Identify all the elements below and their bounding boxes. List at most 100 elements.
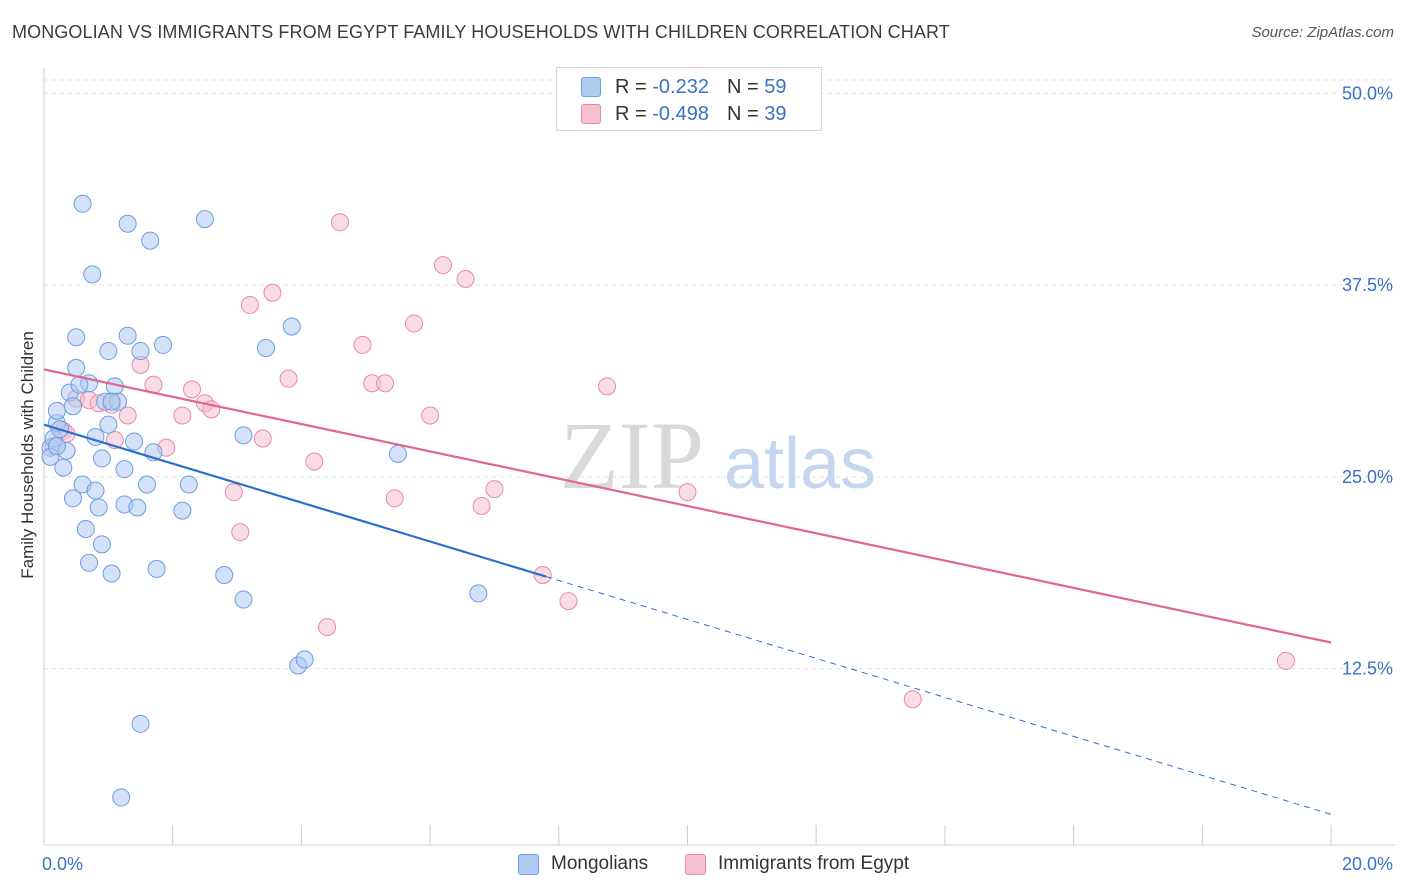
bottom-legend-mongolians: Mongolians <box>518 852 648 876</box>
bottom-legend-egypt: Immigrants from Egypt <box>685 852 909 876</box>
mongolian-point <box>131 342 150 361</box>
egypt-point <box>353 335 372 354</box>
mongolian-point <box>83 265 102 284</box>
mongolian-point <box>54 458 73 477</box>
mongolian-point <box>76 519 95 538</box>
y-tick-label: 50.0% <box>1342 83 1393 103</box>
y-tick-label: 12.5% <box>1342 659 1393 679</box>
legend-r-label: R = <box>615 75 647 98</box>
mongolian-trend-extension <box>545 576 1332 815</box>
egypt-point <box>224 483 243 502</box>
legend-r-label: R = <box>615 102 647 125</box>
mongolian-point <box>92 535 111 554</box>
legend-n-label: N = <box>726 75 759 98</box>
egypt-point <box>183 380 202 399</box>
bottom-legend-swatch-mongolians <box>518 853 539 875</box>
egypt-point <box>305 452 324 471</box>
mongolian-point <box>469 584 488 603</box>
egypt-point <box>456 269 475 288</box>
chart-title: MONGOLIAN VS IMMIGRANTS FROM EGYPT FAMIL… <box>12 22 950 42</box>
mongolian-point <box>99 415 118 434</box>
mongolian-point <box>282 317 301 336</box>
egypt-point <box>173 406 192 425</box>
egypt-point <box>903 690 922 709</box>
mongolian-point <box>234 590 253 609</box>
egypt-point <box>421 406 440 425</box>
gridlines <box>44 79 1395 670</box>
mongolian-point <box>112 788 131 807</box>
mongolian-point <box>295 650 314 669</box>
bottom-legend-label-egypt: Immigrants from Egypt <box>718 853 910 874</box>
watermark-atlas: atlas <box>724 424 876 504</box>
egypt-trend-line <box>43 368 1332 644</box>
mongolian-point <box>179 475 198 494</box>
mongolian-point <box>234 426 253 445</box>
mongolian-point <box>388 444 407 463</box>
trend-lines <box>43 368 1332 815</box>
mongolian-point <box>67 328 86 347</box>
egypt-point <box>118 406 137 425</box>
mongolian-point <box>80 553 99 572</box>
stats-legend: R = -0.232 N = 59 R = -0.498 N = 39 <box>556 67 822 131</box>
x-tick-label: 0.0% <box>42 854 83 874</box>
mongolian-point <box>147 559 166 578</box>
mongolian-point <box>173 501 192 520</box>
egypt-point <box>318 618 337 637</box>
mongolian-point <box>47 437 66 456</box>
mongolian-point <box>67 358 86 377</box>
mongolian-point <box>115 460 134 479</box>
legend-r-value: -0.498 <box>652 102 709 125</box>
egypt-point <box>231 523 250 542</box>
egypt-point <box>472 496 491 515</box>
mongolian-point <box>141 231 160 250</box>
mongolian-point <box>125 432 144 451</box>
legend-swatch-egypt <box>581 104 601 124</box>
egypt-point <box>240 296 259 315</box>
mongolian-series <box>41 194 488 807</box>
egypt-point <box>433 256 452 275</box>
x-tick-label: 20.0% <box>1342 854 1393 874</box>
mongolian-point <box>47 401 66 420</box>
mongolian-point <box>63 397 82 416</box>
mongolian-point <box>128 498 147 517</box>
egypt-point <box>385 489 404 508</box>
watermark: ZIP atlas <box>560 402 876 509</box>
y-tick-label: 37.5% <box>1342 275 1393 295</box>
egypt-point <box>1276 651 1295 670</box>
egypt-point <box>405 314 424 333</box>
mongolian-point <box>99 342 118 361</box>
egypt-point <box>253 429 272 448</box>
legend-n-label: N = <box>726 102 759 125</box>
legend-n-value: 59 <box>764 75 787 98</box>
mongolian-point <box>215 566 234 585</box>
y-tick-label: 25.0% <box>1342 467 1393 487</box>
mongolian-point <box>137 475 156 494</box>
bottom-legend-label-mongolians: Mongolians <box>551 853 649 874</box>
legend-r-value: -0.232 <box>652 75 709 98</box>
tick-labels: 12.5% 25.0% 37.5% 50.0% 0.0% 20.0% <box>42 83 1393 874</box>
mongolian-point <box>257 338 276 357</box>
mongolian-point <box>73 194 92 213</box>
mongolian-point <box>63 489 82 508</box>
mongolian-point <box>118 214 137 233</box>
y-axis-label: Family Households with Children <box>18 331 37 579</box>
bottom-legend-swatch-egypt <box>685 853 706 875</box>
mongolian-point <box>195 210 214 229</box>
axes <box>43 68 1395 846</box>
mongolian-trend-line <box>43 423 547 578</box>
egypt-point <box>331 213 350 232</box>
mongolian-point <box>89 498 108 517</box>
mongolian-point <box>92 449 111 468</box>
mongolian-point <box>102 564 121 583</box>
chart-source: Source: ZipAtlas.com <box>1251 24 1394 41</box>
egypt-point <box>485 480 504 499</box>
mongolian-point <box>102 392 121 411</box>
egypt-point <box>678 483 697 502</box>
egypt-point <box>279 369 298 388</box>
legend-row-mongolians: R = -0.232 N = 59 <box>581 75 786 99</box>
legend-n-value: 39 <box>764 102 787 125</box>
mongolian-point <box>131 714 150 733</box>
egypt-point <box>376 374 395 393</box>
egypt-point <box>559 592 578 611</box>
